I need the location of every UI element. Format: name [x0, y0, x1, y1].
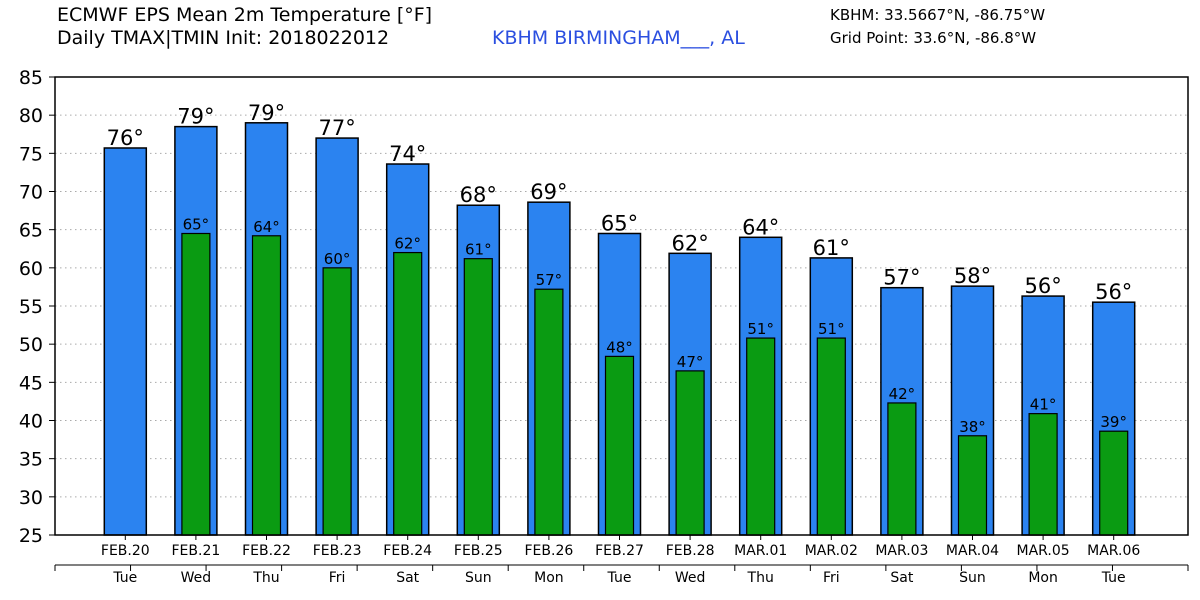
x-tick-label-date: FEB.21: [172, 543, 221, 559]
y-tick-label: 60: [19, 258, 43, 280]
y-tick-label: 25: [19, 525, 43, 547]
tmin-bar: [816, 337, 846, 536]
plot-frame: [54, 76, 1189, 536]
tmin-value-label: 39°: [1100, 413, 1127, 431]
y-tick-label: 65: [19, 220, 43, 242]
x-tick-label-day: Mon: [534, 570, 564, 586]
x-tick-label-date: FEB.22: [242, 543, 291, 559]
tmax-value-label: 79°: [248, 101, 285, 125]
tmax-value-label: 68°: [460, 183, 497, 207]
x-tick-label-date: MAR.06: [1087, 543, 1140, 559]
x-tick-label-day: Fri: [823, 570, 840, 586]
x-tick-label-day: Tue: [607, 570, 632, 586]
x-tick-label-date: FEB.27: [595, 543, 644, 559]
tmax-value-label: 56°: [1024, 274, 1061, 298]
x-tick-label-date: FEB.26: [525, 543, 574, 559]
y-tick-label: 40: [19, 411, 43, 433]
tmin-bar: [534, 288, 564, 536]
tmax-value-label: 62°: [671, 231, 708, 255]
x-tick-label-date: MAR.04: [946, 543, 999, 559]
y-tick-label: 30: [19, 487, 43, 509]
y-tick-label: 70: [19, 182, 43, 204]
tmax-value-label: 56°: [1095, 280, 1132, 304]
axes: 25 30 35 40 45 50 55 60 65 70 75 80 85 FEB.20 Tue FEB.2…: [19, 67, 1189, 586]
grid-point-coordinates: Grid Point: 33.6°N, -86.8°W: [830, 29, 1037, 47]
tmin-bar: [251, 235, 282, 536]
tmin-bar: [746, 337, 776, 536]
station-coordinates: KBHM: 33.5667°N, -86.75°W: [830, 6, 1046, 24]
y-tick-label: 55: [19, 296, 43, 318]
tmin-value-label: 41°: [1030, 396, 1057, 414]
x-tick-label-day: Thu: [252, 570, 279, 586]
tmin-bar: [181, 232, 211, 536]
x-tick-label-date: MAR.05: [1017, 543, 1070, 559]
tmin-value-label: 61°: [465, 241, 492, 259]
chart-subtitle: Daily TMAX|TMIN Init: 2018022012: [57, 27, 390, 49]
tmax-value-label: 58°: [954, 264, 991, 288]
x-tick-label-day: Sat: [890, 570, 913, 586]
x-tick-label-date: FEB.23: [313, 543, 362, 559]
x-tick-label-date: FEB.20: [101, 543, 150, 559]
tmin-value-label: 51°: [747, 320, 774, 338]
tmin-bar: [604, 355, 635, 536]
tmin-bar: [463, 258, 493, 536]
tmax-value-label: 69°: [530, 180, 567, 204]
tmin-bar: [393, 251, 423, 536]
x-tick-label-day: Sun: [465, 570, 492, 586]
tmin-bar: [675, 370, 705, 536]
tmax-value-label: 64°: [742, 215, 779, 239]
x-tick-label-day: Wed: [181, 570, 212, 586]
tmin-value-label: 42°: [889, 385, 916, 403]
tmin-value-label: 47°: [677, 353, 704, 371]
tmin-value-label: 65°: [183, 215, 210, 233]
y-tick-label: 75: [19, 143, 43, 165]
x-tick-label-day: Tue: [112, 570, 137, 586]
tmin-value-label: 60°: [324, 250, 351, 268]
tmin-value-label: 64°: [253, 218, 280, 236]
y-tick-label: 35: [19, 449, 43, 471]
x-tick-label-day: Tue: [1101, 570, 1126, 586]
tmax-value-label: 74°: [389, 142, 426, 166]
y-tick-label: 85: [19, 67, 43, 89]
tmax-value-label: 79°: [177, 105, 214, 129]
tmin-value-label: 38°: [959, 418, 986, 436]
tmax-value-label: 77°: [318, 116, 355, 140]
tmin-value-label: 57°: [536, 271, 563, 289]
tmin-bar: [1028, 413, 1058, 536]
y-tick-label: 50: [19, 334, 43, 356]
x-tick-label-date: MAR.01: [734, 543, 787, 559]
x-tick-label-day: Sat: [396, 570, 419, 586]
x-tick-label-day: Mon: [1028, 570, 1058, 586]
x-tick-label-date: MAR.02: [805, 543, 858, 559]
tmax-value-label: 61°: [813, 236, 850, 260]
tmax-bar: [103, 147, 148, 536]
x-tick-label-day: Wed: [675, 570, 706, 586]
tmin-bar: [1099, 430, 1129, 536]
x-tick-label-day: Thu: [747, 570, 774, 586]
tmax-value-label: 57°: [883, 266, 920, 290]
tmin-bar: [322, 267, 352, 536]
y-tick-label: 80: [19, 105, 43, 127]
station-name: KBHM BIRMINGHAM___, AL: [492, 27, 745, 49]
x-tick-label-date: FEB.24: [383, 543, 432, 559]
chart-title: ECMWF EPS Mean 2m Temperature [°F]: [57, 4, 433, 26]
tmin-bar: [957, 435, 988, 536]
x-tick-label-day: Sun: [959, 570, 986, 586]
tmax-value-label: 76°: [107, 126, 144, 150]
y-tick-label: 45: [19, 372, 43, 394]
x-tick-label-date: FEB.28: [666, 543, 715, 559]
x-tick-label-date: MAR.03: [875, 543, 928, 559]
x-tick-label-day: Fri: [329, 570, 346, 586]
tmin-bar: [887, 402, 917, 536]
x-tick-label-date: FEB.25: [454, 543, 503, 559]
tmin-value-label: 51°: [818, 320, 845, 338]
tmin-value-label: 62°: [394, 235, 421, 253]
tmin-value-label: 48°: [606, 338, 633, 356]
bars: 76° 79° 65° 79° 64° 77° 60° 74° 62° 68° 61° 69° 57° 6…: [103, 101, 1136, 536]
tmax-value-label: 65°: [601, 211, 638, 235]
